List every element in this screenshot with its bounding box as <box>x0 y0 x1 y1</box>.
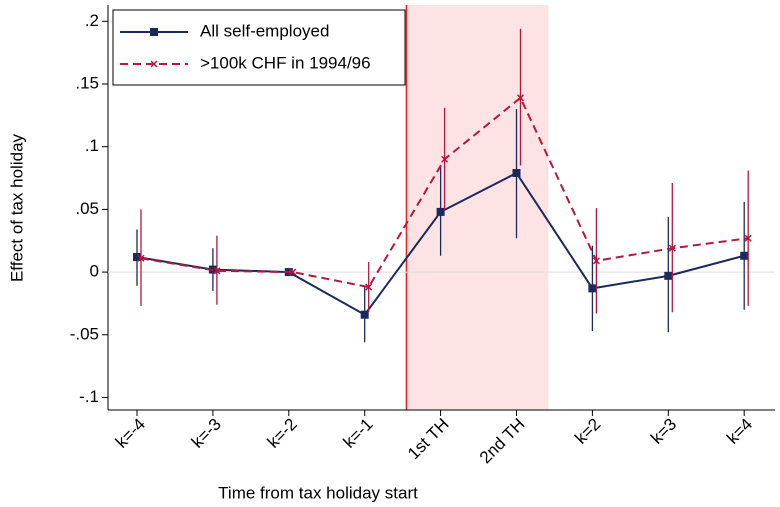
marker <box>441 155 449 163</box>
y-tick-label: -.05 <box>70 324 99 343</box>
y-tick-label: 0 <box>90 262 99 281</box>
marker <box>516 94 525 102</box>
x-tick-label: k=2 <box>571 415 604 448</box>
y-axis-label: Effect of tax holiday <box>7 133 26 282</box>
marker <box>436 207 445 216</box>
x-tick-label: k=4 <box>723 415 756 448</box>
legend: All self-employed >100k CHF in 1994/96 <box>112 9 406 86</box>
treatment-shade <box>406 5 549 410</box>
x-tick-label: 1st TH <box>404 415 453 464</box>
legend-label: All self-employed <box>200 21 329 40</box>
marker <box>213 267 221 275</box>
marker <box>668 244 676 252</box>
marker <box>289 268 297 276</box>
x-tick-label: k=-4 <box>112 415 149 452</box>
y-tick-label: .05 <box>75 199 99 218</box>
x-tick-label: k=-1 <box>340 415 377 452</box>
y-tick-label: .15 <box>75 73 99 92</box>
marker <box>512 169 521 178</box>
legend-box <box>112 9 406 86</box>
marker <box>365 283 373 291</box>
marker <box>592 257 600 265</box>
y-tick-label: -.1 <box>79 387 99 406</box>
y-tick-label: .2 <box>85 11 99 30</box>
marker <box>360 310 369 319</box>
marker <box>133 253 141 262</box>
legend-label: >100k CHF in 1994/96 <box>200 53 371 72</box>
marker <box>588 284 597 293</box>
x-tick-label: 2nd TH <box>476 415 529 468</box>
legend-marker <box>150 28 158 36</box>
x-tick-label: k=-2 <box>264 415 301 452</box>
marker <box>740 251 749 260</box>
marker <box>137 254 145 262</box>
marker <box>744 234 752 242</box>
y-tick-label: .1 <box>85 136 99 155</box>
legend-marker <box>150 60 158 68</box>
x-tick-label: k=-3 <box>188 415 225 452</box>
marker <box>664 271 673 280</box>
x-tick-label: k=3 <box>647 415 680 448</box>
x-axis-label: Time from tax holiday start <box>218 483 418 502</box>
